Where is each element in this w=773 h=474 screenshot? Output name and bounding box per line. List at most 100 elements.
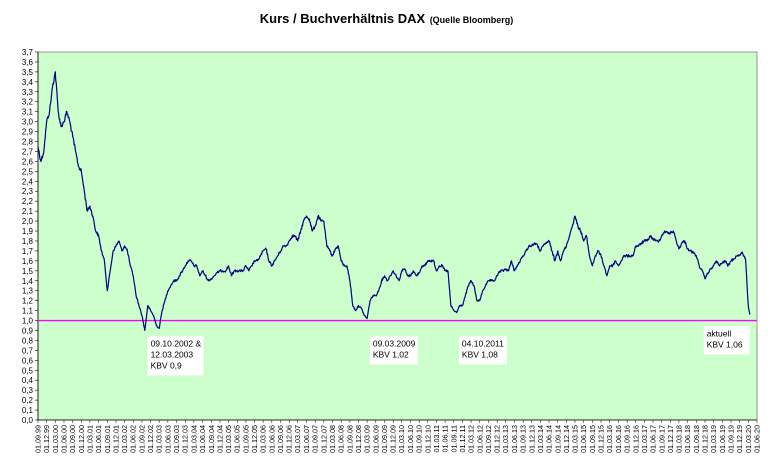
y-tick-label: 0,7: [22, 346, 34, 355]
annotation-text: KBV 0,9: [151, 360, 182, 370]
x-tick-label: 01.12.14: [562, 425, 571, 453]
x-tick-label: 01.12.00: [77, 425, 86, 453]
x-tick-label: 01.03.07: [293, 425, 302, 453]
x-tick-label: 01.06.00: [59, 425, 68, 453]
x-tick-label: 01.12.04: [215, 425, 224, 453]
x-tick-label: 01.06.17: [649, 425, 658, 453]
x-tick-label: 01.12.02: [146, 425, 155, 453]
x-tick-label: 01.03.17: [640, 425, 649, 453]
y-tick-label: 0,6: [22, 356, 34, 365]
y-tick-label: 2,4: [22, 177, 34, 186]
x-tick-label: 01.12.15: [597, 425, 606, 453]
x-tick-label: 01.03.09: [363, 425, 372, 453]
y-tick-label: 1,0: [22, 317, 34, 326]
y-tick-label: 3,3: [22, 88, 34, 97]
x-tick-label: 01.06.20: [753, 425, 762, 453]
x-tick-label: 01.06.13: [510, 425, 519, 453]
annotation-box: [369, 336, 418, 365]
x-tick-label: 01.12.01: [111, 425, 120, 453]
x-tick-label: 01.06.01: [94, 425, 103, 453]
x-tick-label: 01.12.06: [285, 425, 294, 453]
x-tick-label: 01.06.06: [267, 425, 276, 453]
x-tick-label: 01.12.10: [423, 425, 432, 453]
y-tick-label: 2,5: [22, 167, 34, 176]
x-tick-label: 01.03.20: [744, 425, 753, 453]
x-tick-label: 01.09.14: [553, 425, 562, 453]
x-tick-label: 01.09.18: [692, 425, 701, 453]
annotation-text: 09.10.2002 &: [151, 338, 202, 348]
x-tick-label: 01.09.10: [415, 425, 424, 453]
x-tick-label: 01.03.16: [605, 425, 614, 453]
y-tick-label: 2,7: [22, 147, 34, 156]
x-tick-label: 01.06.07: [302, 425, 311, 453]
y-tick-label: 3,0: [22, 118, 34, 127]
y-tick-label: 3,1: [22, 108, 34, 117]
annotation-text: aktuell: [707, 328, 732, 338]
annotation-text: 09.03.2009: [373, 338, 416, 348]
x-tick-label: 01.06.04: [198, 425, 207, 453]
y-tick-label: 2,8: [22, 138, 34, 147]
x-tick-label: 01.12.12: [493, 425, 502, 453]
y-tick-label: 0,1: [22, 406, 34, 415]
y-tick-label: 3,6: [22, 58, 34, 67]
x-tick-label: 01.03.08: [328, 425, 337, 453]
x-tick-label: 01.03.13: [501, 425, 510, 453]
annotation-box: [147, 336, 204, 376]
y-tick-label: 1,7: [22, 247, 34, 256]
x-tick-label: 01.03.03: [155, 425, 164, 453]
x-tick-label: 01.06.09: [371, 425, 380, 453]
y-tick-label: 1,8: [22, 237, 34, 246]
x-tick-label: 01.09.02: [137, 425, 146, 453]
x-axis: 01.09.99 01.12.99 01.03.00 01.06.00 01.09.00…: [34, 419, 762, 453]
annotation-text: 12.03.2003: [151, 349, 194, 359]
y-tick-label: 1,1: [22, 307, 34, 316]
x-tick-label: 01.06.16: [614, 425, 623, 453]
x-tick-label: 01.03.19: [709, 425, 718, 453]
y-tick-label: 1,9: [22, 227, 34, 236]
x-tick-label: 01.12.13: [527, 425, 536, 453]
x-tick-label: 01.06.05: [233, 425, 242, 453]
x-tick-label: 01.12.08: [354, 425, 363, 453]
series-line: [37, 71, 751, 332]
x-tick-label: 01.09.00: [68, 425, 77, 453]
x-tick-label: 01.03.01: [85, 425, 94, 453]
x-tick-label: 01.12.16: [631, 425, 640, 453]
x-tick-label: 01.03.06: [259, 425, 268, 453]
y-tick-label: 1,3: [22, 287, 34, 296]
y-tick-label: 1,6: [22, 257, 34, 266]
y-tick-label: 3,2: [22, 98, 34, 107]
x-tick-label: 01.09.16: [623, 425, 632, 453]
x-tick-label: 01.03.04: [189, 425, 198, 453]
y-tick-label: 0,3: [22, 386, 34, 395]
x-tick-label: 01.09.17: [657, 425, 666, 453]
y-tick-label: 1,5: [22, 267, 34, 276]
x-tick-label: 01.09.04: [207, 425, 216, 453]
x-tick-label: 01.06.02: [129, 425, 138, 453]
x-tick-label: 01.09.12: [484, 425, 493, 453]
x-tick-label: 01.06.15: [579, 425, 588, 453]
x-tick-label: 01.12.03: [181, 425, 190, 453]
annotation-text: KBV 1,08: [462, 349, 498, 359]
annotation-box: [458, 336, 507, 365]
x-tick-label: 01.12.09: [389, 425, 398, 453]
y-tick-label: 3,7: [22, 48, 34, 57]
y-tick-label: 2,0: [22, 217, 34, 226]
x-tick-label: 01.06.14: [545, 425, 554, 453]
x-tick-label: 01.12.99: [42, 425, 51, 453]
chart-title: Kurs / Buchverhältnis DAX: [259, 11, 426, 26]
x-tick-label: 01.12.05: [250, 425, 259, 453]
x-tick-label: 01.12.11: [458, 425, 467, 452]
x-tick-label: 01.12.17: [666, 425, 675, 453]
x-tick-label: 01.09.01: [103, 425, 112, 453]
y-tick-label: 2,6: [22, 157, 34, 166]
y-tick-label: 0,2: [22, 396, 34, 405]
x-tick-label: 01.09.06: [276, 425, 285, 453]
y-tick-label: 2,9: [22, 128, 34, 137]
x-tick-label: 01.03.02: [120, 425, 129, 453]
annotation-text: 04.10.2011: [462, 338, 504, 348]
x-tick-label: 01.06.10: [406, 425, 415, 453]
x-tick-label: 01.06.12: [475, 425, 484, 453]
